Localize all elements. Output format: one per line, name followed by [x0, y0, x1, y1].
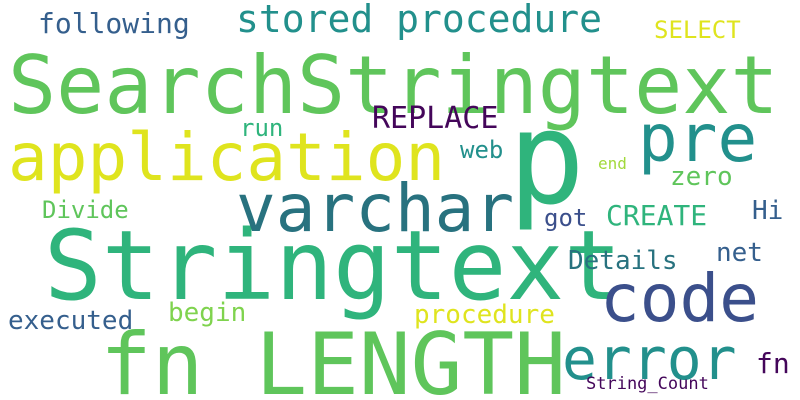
- word-details: Details: [568, 246, 678, 276]
- word-executed: executed: [8, 306, 134, 336]
- word-divide: Divide: [42, 196, 129, 224]
- word-got: got: [544, 204, 588, 232]
- word-select: SELECT: [654, 16, 741, 44]
- word-string-count: String_Count: [586, 374, 709, 394]
- word-zero: zero: [670, 162, 733, 192]
- word-procedure: procedure: [414, 300, 555, 330]
- word-net: net: [716, 238, 763, 268]
- word-web: web: [460, 136, 504, 164]
- word-p: p: [508, 85, 586, 234]
- word-error: error: [562, 325, 737, 393]
- word-hi: Hi: [752, 196, 784, 226]
- word-varchar: varchar: [236, 170, 515, 247]
- word-end: end: [598, 154, 627, 173]
- word-fn-length: fn LENGTH: [100, 315, 566, 400]
- word-begin: begin: [168, 298, 247, 328]
- word-code: code: [600, 260, 759, 337]
- word-following: following: [38, 7, 190, 40]
- word-stringtext: Stringtext: [44, 210, 622, 322]
- word-application: application: [8, 119, 446, 196]
- word-replace: REPLACE: [372, 101, 499, 136]
- word-create: CREATE: [606, 199, 708, 232]
- word-fn: fn: [756, 347, 790, 380]
- word-searchstringtext: SearchStringtext: [8, 39, 779, 132]
- word-run: run: [240, 114, 284, 142]
- word-stored-procedure: stored procedure: [236, 0, 603, 41]
- word-pre: pre: [638, 100, 758, 177]
